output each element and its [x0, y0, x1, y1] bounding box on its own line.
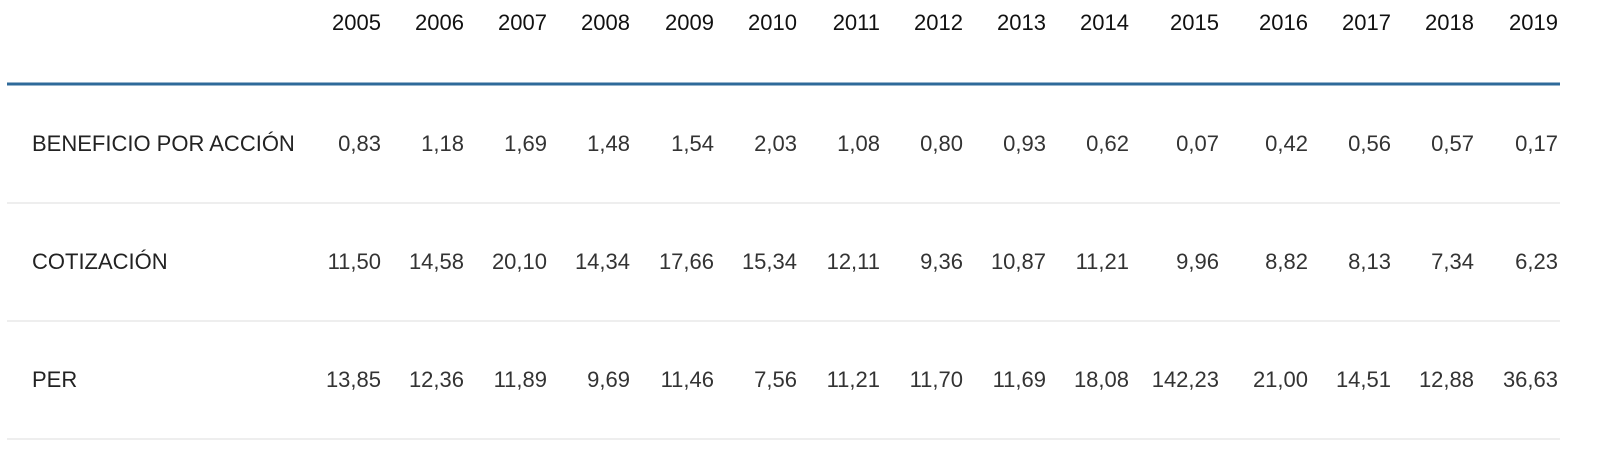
- cell-value: 0,62: [1086, 131, 1129, 156]
- row-label: COTIZACIÓN: [32, 249, 168, 274]
- cell-value: 0,80: [920, 131, 963, 156]
- column-header: 2008: [581, 10, 630, 35]
- column-header: 2017: [1342, 10, 1391, 35]
- cell-value: 0,83: [338, 131, 381, 156]
- cell-value: 1,08: [837, 131, 880, 156]
- cell-value: 1,48: [587, 131, 630, 156]
- cell-value: 11,69: [993, 367, 1046, 392]
- cell-value: 7,56: [754, 367, 797, 392]
- cell-value: 0,57: [1431, 131, 1474, 156]
- cell-value: 0,07: [1176, 131, 1219, 156]
- cell-value: 1,18: [421, 131, 464, 156]
- cell-value: 36,63: [1503, 367, 1558, 392]
- cell-value: 18,08: [1074, 367, 1129, 392]
- cell-value: 12,11: [827, 249, 880, 274]
- cell-value: 142,23: [1152, 367, 1219, 392]
- cell-value: 21,00: [1253, 367, 1308, 392]
- cell-value: 11,21: [1076, 249, 1129, 274]
- cell-value: 11,89: [494, 367, 547, 392]
- column-header: 2015: [1170, 10, 1219, 35]
- cell-value: 15,34: [742, 249, 797, 274]
- cell-value: 11,46: [661, 367, 714, 392]
- column-header: 2018: [1425, 10, 1474, 35]
- cell-value: 0,93: [1003, 131, 1046, 156]
- cell-value: 7,34: [1431, 249, 1474, 274]
- cell-value: 8,82: [1265, 249, 1308, 274]
- column-header: 2010: [748, 10, 797, 35]
- cell-value: 10,87: [991, 249, 1046, 274]
- cell-value: 1,54: [671, 131, 714, 156]
- cell-value: 0,56: [1348, 131, 1391, 156]
- cell-value: 0,42: [1265, 131, 1308, 156]
- cell-value: 20,10: [492, 249, 547, 274]
- column-header: 2014: [1080, 10, 1129, 35]
- column-header: 2007: [498, 10, 547, 35]
- row-label: BENEFICIO POR ACCIÓN: [32, 131, 295, 156]
- cell-value: 11,21: [827, 367, 880, 392]
- cell-value: 11,70: [910, 367, 963, 392]
- cell-value: 9,69: [587, 367, 630, 392]
- cell-value: 8,13: [1348, 249, 1391, 274]
- cell-value: 14,58: [409, 249, 464, 274]
- column-header: 2006: [415, 10, 464, 35]
- cell-value: 9,96: [1176, 249, 1219, 274]
- cell-value: 2,03: [754, 131, 797, 156]
- column-header: 2012: [914, 10, 963, 35]
- cell-value: 6,23: [1515, 249, 1558, 274]
- cell-value: 1,69: [504, 131, 547, 156]
- column-header: 2016: [1259, 10, 1308, 35]
- cell-value: 17,66: [659, 249, 714, 274]
- column-header: 2011: [833, 10, 880, 35]
- column-header: 2005: [332, 10, 381, 35]
- cell-value: 11,50: [328, 249, 381, 274]
- cell-value: 12,88: [1419, 367, 1474, 392]
- column-header: 2019: [1509, 10, 1558, 35]
- row-label: PER: [32, 367, 77, 392]
- column-header: 2013: [997, 10, 1046, 35]
- cell-value: 13,85: [326, 367, 381, 392]
- cell-value: 14,51: [1336, 367, 1391, 392]
- cell-value: 0,17: [1515, 131, 1558, 156]
- column-header: 2009: [665, 10, 714, 35]
- cell-value: 14,34: [575, 249, 630, 274]
- cell-value: 12,36: [409, 367, 464, 392]
- cell-value: 9,36: [920, 249, 963, 274]
